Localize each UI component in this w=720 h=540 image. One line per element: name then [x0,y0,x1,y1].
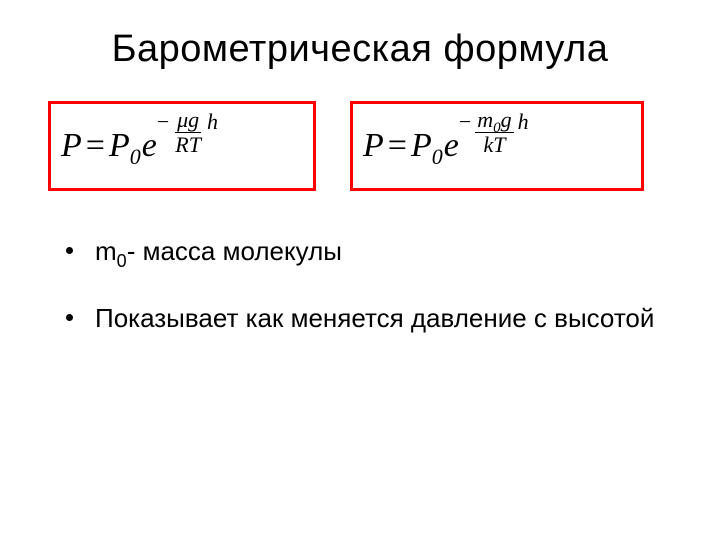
formula-left: P = P0 e − μg RT h [61,123,218,170]
slide-title: Барометрическая формула [48,28,672,71]
var-P: P [61,127,82,165]
var-P: P [363,127,384,165]
minus-sign: − [157,109,169,135]
var-e: e [142,127,157,165]
numerator-right: m0g [475,109,513,133]
equals: = [82,127,109,165]
bullet-2: Показывает как меняется давление с высот… [66,302,672,335]
exponent-right: − m0g kT h [459,109,529,156]
formula-right: P = P0 e − m0g kT h [363,123,529,170]
slide-container: Барометрическая формула P = P0 e − μg RT… [0,0,720,540]
minus-sign: − [459,109,471,135]
fraction-left: μg RT [173,109,203,156]
var-P0: P [411,127,432,165]
var-h: h [518,109,529,135]
exponent-left: − μg RT h [157,109,218,156]
bullet-dot-icon [66,314,73,321]
var-e: e [444,127,459,165]
denominator-left: RT [173,133,203,156]
bullet-dot-icon [66,247,73,254]
sub-zero: 0 [432,144,443,170]
fraction-right: m0g kT [475,109,513,156]
bullet-1-text: m0- масса молекулы [95,235,342,268]
var-h: h [207,109,218,135]
sub-zero: 0 [130,144,141,170]
equals: = [384,127,411,165]
formula-box-right: P = P0 e − m0g kT h [350,101,644,191]
var-P0: P [109,127,130,165]
numerator-left: μg [175,109,201,133]
bullet-2-text: Показывает как меняется давление с высот… [95,302,654,335]
bullet-1: m0- масса молекулы [66,235,672,268]
formula-box-left: P = P0 e − μg RT h [48,101,316,191]
bullet-list: m0- масса молекулы Показывает как меняет… [48,235,672,334]
formula-row: P = P0 e − μg RT h P = P0 e [48,101,672,191]
